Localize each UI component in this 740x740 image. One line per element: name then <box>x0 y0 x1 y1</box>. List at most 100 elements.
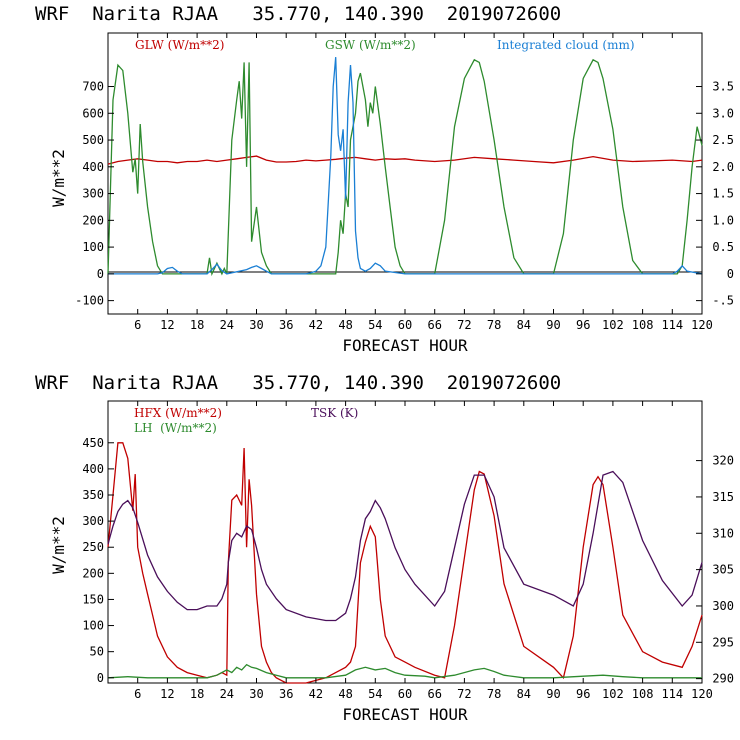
panel2-x-tick-label-4: 30 <box>249 687 263 701</box>
panel2-y2-tick-label-3: 305 <box>712 563 734 577</box>
flux-panel: WRF Narita RJAA 35.770, 140.390 20190726… <box>35 372 734 724</box>
panel1-series-group <box>107 57 703 277</box>
panel2-x-tick-label-16: 102 <box>602 687 624 701</box>
panel1-x-tick-label-4: 30 <box>249 318 263 332</box>
panel1-x-tick-label-15: 96 <box>576 318 590 332</box>
panel2-x-tick-label-12: 78 <box>487 687 501 701</box>
panel1-series-line-2 <box>108 57 703 275</box>
panel1-title: WRF Narita RJAA 35.770, 140.390 20190726… <box>35 3 561 25</box>
panel2-x-tick-label-2: 18 <box>190 687 204 701</box>
panel1-y-tick-label-8: 700 <box>82 80 104 94</box>
panel1-x-tick-label-17: 108 <box>632 318 654 332</box>
panel2-x-tick-label-19: 120 <box>691 687 713 701</box>
panel2-y2-tick-label-0: 290 <box>712 672 734 686</box>
panel2-x-tick-label-8: 54 <box>368 687 382 701</box>
panel2-x-tick-label-0: 6 <box>134 687 141 701</box>
panel1-x-tick-label-11: 72 <box>457 318 471 332</box>
panel1-x-tick-label-9: 60 <box>398 318 412 332</box>
panel1-x-tick-label-13: 84 <box>517 318 531 332</box>
panel1-x-tick-label-6: 42 <box>309 318 323 332</box>
panel2-x-tick-label-17: 108 <box>632 687 654 701</box>
panel1-y-tick-label-3: 200 <box>82 213 104 227</box>
panel2-y2-tick-label-6: 320 <box>712 454 734 468</box>
legend-tsk: TSK (K) <box>311 406 358 420</box>
radiation-panel: WRF Narita RJAA 35.770, 140.390 20190726… <box>35 3 734 355</box>
panel2-y-ticks: 0 50 100 150 200 250 300 350 400 450 <box>82 436 114 685</box>
panel1-y-axis-label: W/m**2 <box>49 149 68 207</box>
panel2-y2-tick-label-4: 310 <box>712 526 734 540</box>
panel1-y-tick-label-4: 300 <box>82 187 104 201</box>
panel2-x-tick-label-5: 36 <box>279 687 293 701</box>
panel1-x-axis-label: FORECAST HOUR <box>342 336 468 355</box>
panel2-y-tick-label-5: 250 <box>82 540 104 554</box>
panel1-y2-tick-label-8: 3.5 <box>712 80 734 94</box>
panel1-y2-tick-label-0: -.5 <box>712 294 734 308</box>
panel1-x-tick-label-3: 24 <box>220 318 234 332</box>
panel2-y-tick-label-7: 350 <box>82 488 104 502</box>
legend-glw: GLW (W/m**2) <box>135 38 224 52</box>
panel1-x-ticks: 6 12 18 24 30 36 42 48 54 60 66 72 78 84 90 96 102 108 114… <box>134 33 713 332</box>
panel2-series-group <box>107 442 703 684</box>
panel2-y2-tick-label-2: 300 <box>712 599 734 613</box>
panel1-y-ticks: -100 0 100 200 300 400 500 600 700 <box>75 80 114 308</box>
panel1-x-tick-label-1: 12 <box>160 318 174 332</box>
panel2-x-tick-label-13: 84 <box>517 687 531 701</box>
panel2-y2-tick-label-1: 295 <box>712 635 734 649</box>
panel2-x-axis-label: FORECAST HOUR <box>342 705 468 724</box>
legend-hfx: HFX (W/m**2) <box>134 406 222 420</box>
panel1-y2-tick-label-1: 0 <box>727 267 734 281</box>
panel2-x-tick-label-10: 66 <box>427 687 441 701</box>
panel1-y2-tick-label-5: 2.0 <box>712 160 734 174</box>
panel1-x-tick-label-14: 90 <box>546 318 560 332</box>
panel2-x-tick-label-14: 90 <box>546 687 560 701</box>
panel2-y2-tick-label-5: 315 <box>712 490 734 504</box>
panel1-y2-tick-label-2: 0.5 <box>712 240 734 254</box>
panel2-x-tick-label-7: 48 <box>338 687 352 701</box>
panel2-x-tick-label-3: 24 <box>220 687 234 701</box>
legend-gsw: GSW (W/m**2) <box>325 38 416 52</box>
panel1-y-tick-label-2: 100 <box>82 240 104 254</box>
panel1-y-tick-label-1: 0 <box>97 267 104 281</box>
panel1-x-tick-label-19: 120 <box>691 318 713 332</box>
panel2-series-line-1 <box>107 663 702 679</box>
panel2-x-tick-label-11: 72 <box>457 687 471 701</box>
panel2-y-tick-label-2: 100 <box>82 619 104 633</box>
panel2-title: WRF Narita RJAA 35.770, 140.390 20190726… <box>35 372 561 394</box>
legend-lh: LH (W/m**2) <box>134 421 217 435</box>
panel2-x-tick-label-1: 12 <box>160 687 174 701</box>
panel1-series-line-0 <box>107 155 703 165</box>
panel2-y-axis-label: W/m**2 <box>49 516 68 574</box>
panel2-x-tick-label-18: 114 <box>661 687 683 701</box>
panel2-x-tick-label-9: 60 <box>398 687 412 701</box>
panel2-y-tick-label-8: 400 <box>82 462 104 476</box>
panel2-x-tick-label-6: 42 <box>309 687 323 701</box>
panel1-x-tick-label-16: 102 <box>602 318 624 332</box>
panel2-y-tick-label-4: 200 <box>82 566 104 580</box>
panel1-x-tick-label-10: 66 <box>427 318 441 332</box>
panel2-y2-ticks: 290 295 300 305 310 315 320 <box>696 454 734 686</box>
panel1-x-tick-label-2: 18 <box>190 318 204 332</box>
panel2-y-tick-label-1: 50 <box>90 645 104 659</box>
panel1-x-tick-label-5: 36 <box>279 318 293 332</box>
panel1-x-tick-label-7: 48 <box>338 318 352 332</box>
panel1-x-tick-label-0: 6 <box>134 318 141 332</box>
panel2-y-tick-label-9: 450 <box>82 436 104 450</box>
panel2-x-ticks: 6 12 18 24 30 36 42 48 54 60 66 72 78 84 90 96 102 108 114… <box>134 401 713 701</box>
panel1-y2-ticks: -.5 0 0.5 1.0 1.5 2.0 2.5 3.0 3.5 <box>696 80 734 308</box>
panel2-y-tick-label-6: 300 <box>82 514 104 528</box>
panel1-y-tick-label-7: 600 <box>82 106 104 120</box>
panel2-x-tick-label-15: 96 <box>576 687 590 701</box>
panel2-series-line-2 <box>107 470 703 622</box>
panel1-y2-tick-label-3: 1.0 <box>712 213 734 227</box>
panel1-y-tick-label-6: 500 <box>82 133 104 147</box>
panel1-x-tick-label-18: 114 <box>661 318 683 332</box>
panel1-y-tick-label-5: 400 <box>82 160 104 174</box>
panel1-x-tick-label-12: 78 <box>487 318 501 332</box>
legend-integrated-cloud: Integrated cloud (mm) <box>497 38 635 52</box>
panel2-y-tick-label-3: 150 <box>82 592 104 606</box>
panel1-y-tick-label-0: -100 <box>75 294 104 308</box>
panel1-y2-tick-label-7: 3.0 <box>712 106 734 120</box>
panel1-y2-tick-label-4: 1.5 <box>712 187 734 201</box>
